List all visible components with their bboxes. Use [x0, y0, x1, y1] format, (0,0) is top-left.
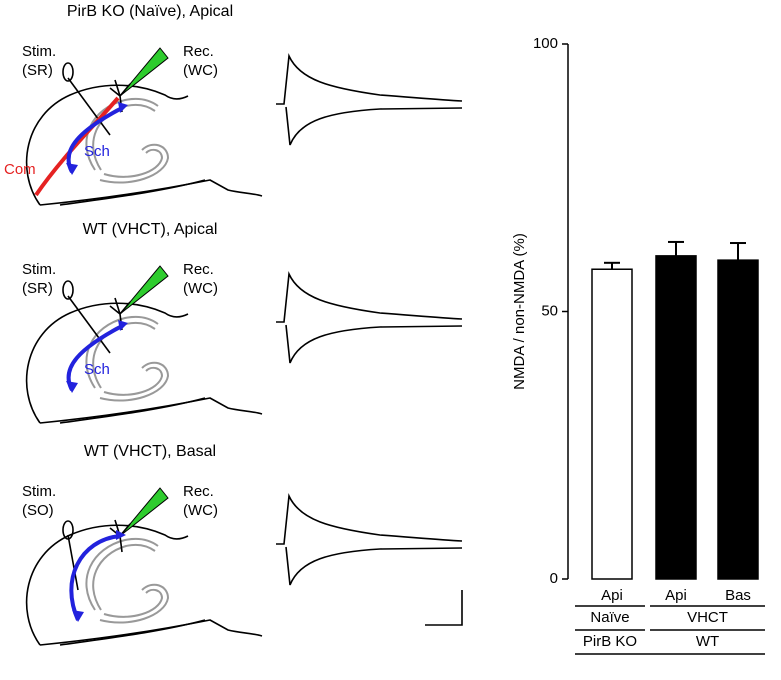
y-tick-label: 0 [550, 570, 558, 587]
panel-title: WT (VHCT), Apical [83, 221, 218, 238]
ca-field [92, 321, 156, 389]
bar [717, 259, 759, 580]
scale-bar [425, 590, 463, 626]
panel: WT (VHCT), Apical Stim. (SR) Rec. (WC) Sch [22, 221, 463, 424]
sch-path [69, 534, 121, 621]
rec-electrode [119, 47, 169, 97]
trace [285, 106, 463, 146]
rec-label: Rec. [183, 261, 214, 278]
stim-label: Stim. [22, 43, 56, 60]
panel-title: WT (VHCT), Basal [84, 443, 216, 460]
dentate [103, 366, 164, 396]
neuron [109, 79, 131, 113]
stim-label: Stim. [22, 261, 56, 278]
x-tick-label: Api [601, 587, 623, 604]
trace [276, 53, 463, 105]
rec-label: (WC) [183, 280, 218, 297]
y-axis-label: NMDA / non-NMDA (%) [511, 233, 528, 390]
y-tick-label: 50 [541, 302, 558, 319]
ca-field [92, 543, 156, 611]
sch-arrow [118, 320, 128, 331]
path-label: Sch [84, 143, 110, 160]
trace [285, 546, 463, 586]
stim-electrode [67, 295, 111, 354]
sch-arrow [66, 163, 78, 175]
rec-electrode [119, 487, 169, 537]
sch-arrow [66, 381, 78, 393]
rec-electrode [119, 265, 169, 315]
trace [276, 493, 463, 545]
bar [591, 268, 633, 580]
stim-electrode [67, 77, 111, 136]
stim-coil [62, 280, 74, 300]
group-label: WT [696, 633, 719, 650]
rec-label: Rec. [183, 43, 214, 60]
group-label: Naïve [590, 609, 629, 626]
y-tick-label: 100 [533, 35, 558, 52]
rec-label: (WC) [183, 502, 218, 519]
neuron [109, 297, 131, 331]
rec-label: Rec. [183, 483, 214, 500]
trace [276, 271, 463, 323]
outline [59, 397, 206, 424]
com-path [34, 96, 120, 197]
outline [39, 179, 263, 206]
panel: WT (VHCT), Basal Stim. (SO) Rec. (WC) [22, 443, 463, 646]
dentate [99, 143, 170, 184]
neuron [109, 519, 131, 553]
x-tick-label: Api [665, 587, 687, 604]
stim-label: Stim. [22, 483, 56, 500]
path-label: Sch [84, 361, 110, 378]
panel: PirB KO (Naïve), Apical Stim. (SR) Rec. (WC)… [4, 3, 463, 206]
dentate [103, 588, 164, 618]
stim-label: (SR) [22, 280, 53, 297]
sch-arrow [116, 530, 126, 540]
stim-electrode [67, 534, 79, 591]
stim-coil [62, 62, 74, 82]
outline [25, 524, 189, 646]
outline [59, 179, 206, 206]
outline [39, 619, 263, 646]
outline [25, 302, 189, 424]
sch-arrow [118, 102, 128, 113]
dentate [103, 148, 164, 178]
group-label: PirB KO [583, 633, 637, 650]
dentate [99, 361, 170, 402]
panel-title: PirB KO (Naïve), Apical [67, 3, 233, 20]
stim-label: (SR) [22, 62, 53, 79]
outline [39, 397, 263, 424]
stim-label: (SO) [22, 502, 54, 519]
rec-label: (WC) [183, 62, 218, 79]
outline [59, 619, 206, 646]
x-tick-label: Bas [725, 587, 751, 604]
trace [285, 324, 463, 364]
path-label: Com [4, 161, 36, 178]
dentate [99, 583, 170, 624]
group-label: VHCT [687, 609, 728, 626]
sch-arrow [72, 610, 84, 622]
bar [655, 255, 697, 580]
outline [25, 84, 189, 206]
